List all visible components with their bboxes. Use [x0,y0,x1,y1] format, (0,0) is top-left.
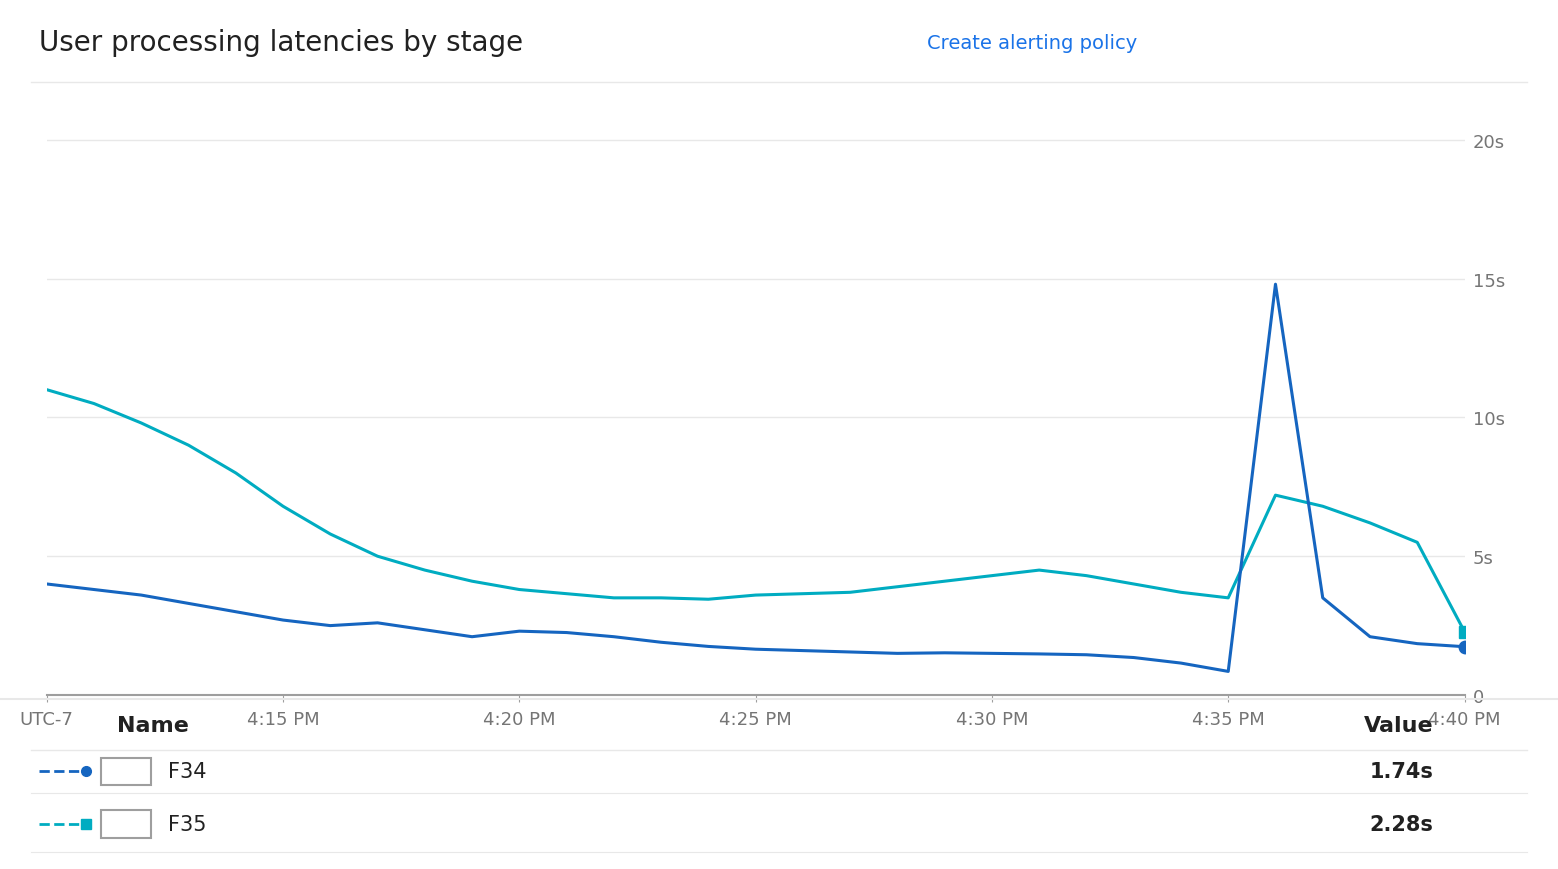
Text: Name: Name [117,715,189,735]
Text: F34: F34 [168,761,207,781]
Text: Create alerting policy: Create alerting policy [927,34,1137,52]
Bar [101,811,151,838]
Text: F35: F35 [168,814,207,834]
Bar [101,758,151,785]
Text: 2.28s: 2.28s [1369,814,1433,834]
Text: Value: Value [1363,715,1433,735]
Text: User processing latencies by stage: User processing latencies by stage [39,29,523,57]
Text: 1.74s: 1.74s [1369,761,1433,781]
